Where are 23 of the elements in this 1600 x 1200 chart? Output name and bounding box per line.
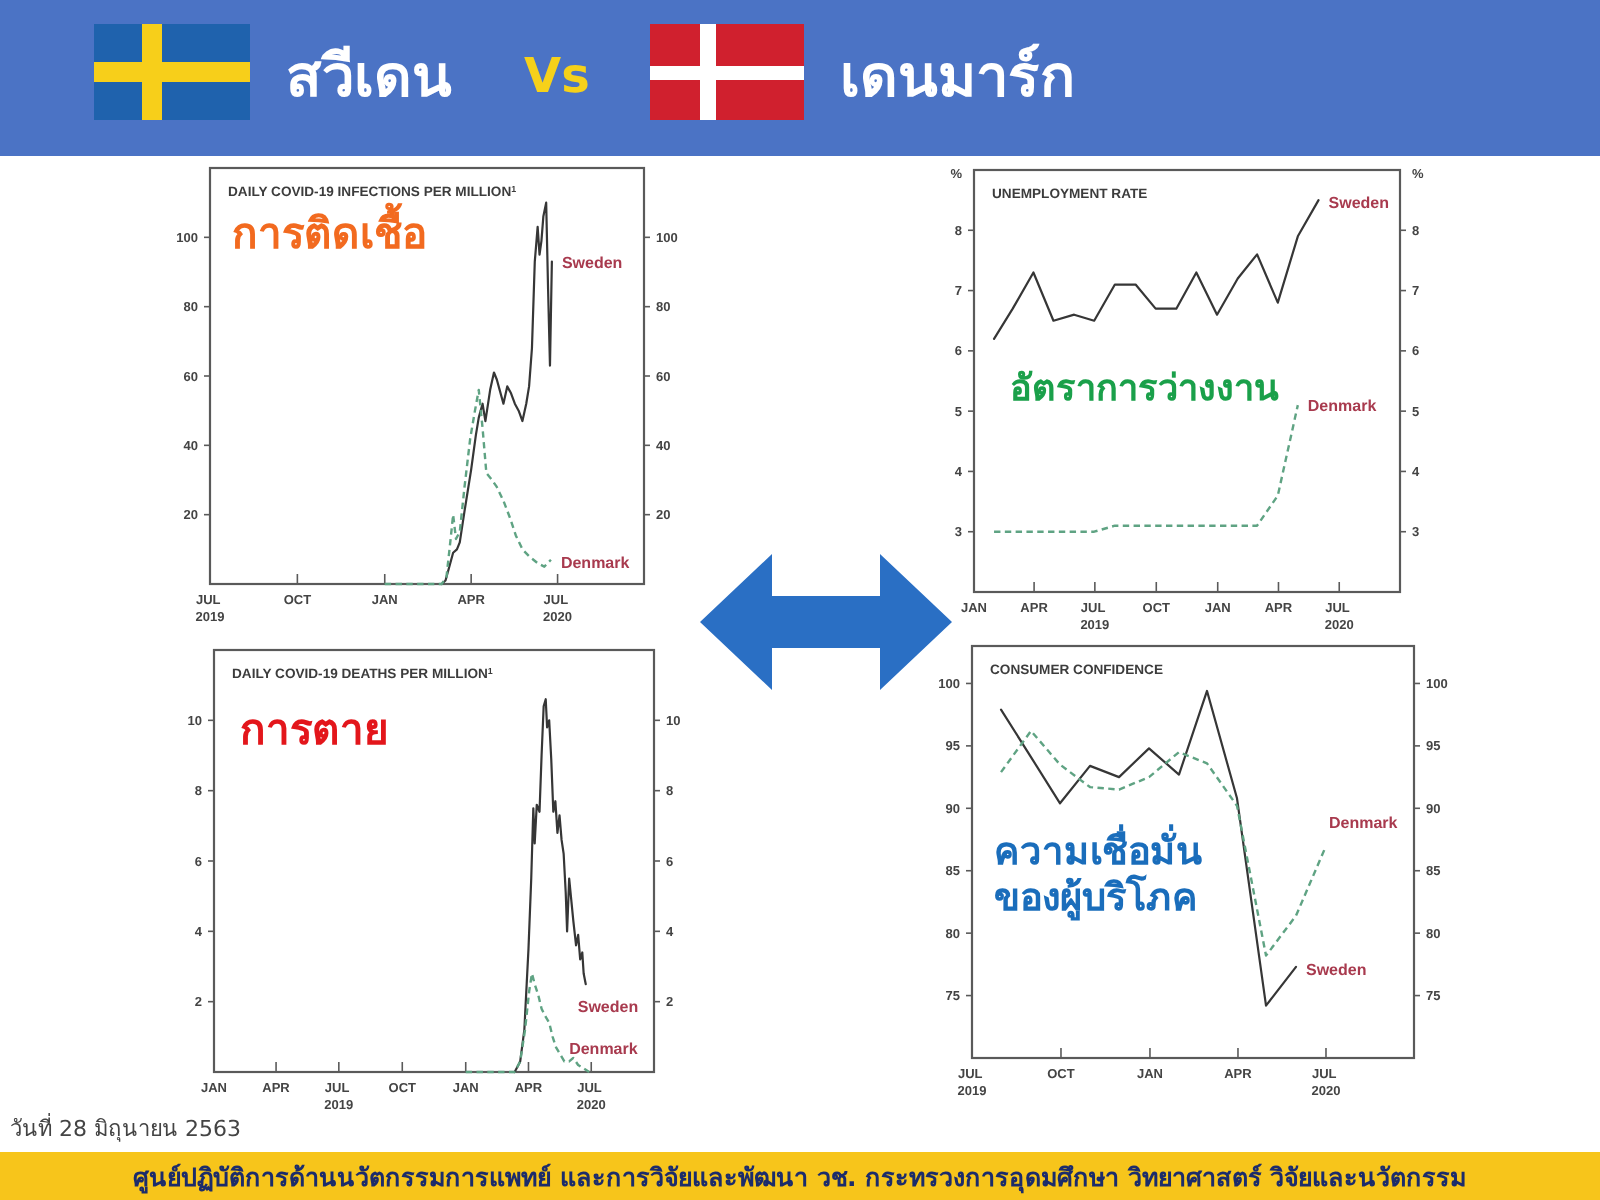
series-label: Sweden: [577, 998, 639, 1017]
text: Vs: [524, 48, 590, 104]
line-series: [440, 201, 553, 586]
line-series: [992, 199, 1320, 340]
text: เดนมาร์ก: [840, 42, 1076, 110]
series-label: Denmark: [1307, 397, 1378, 416]
text: ความเชื่อมั่น ของผู้บริโภค: [994, 824, 1202, 922]
series-label: Sweden: [1328, 194, 1390, 213]
series-label: Denmark: [569, 1040, 639, 1058]
line-series: [999, 729, 1327, 957]
text: การติดเชื้อ: [232, 202, 428, 258]
text: สวีเดน: [286, 42, 452, 110]
series-label: Sweden: [1306, 960, 1367, 979]
series-label: Sweden: [561, 253, 623, 272]
line-series: [999, 689, 1298, 1007]
series-label: Denmark: [1329, 814, 1399, 833]
series-label: Denmark: [560, 553, 631, 572]
text: อัตราการว่างงาน: [1010, 368, 1280, 410]
line-series: [992, 403, 1300, 533]
text: วันที่ 28 มิถุนายน 2563: [10, 1112, 241, 1142]
text: การตาย: [240, 706, 388, 754]
line-series: [383, 388, 553, 586]
text: ศูนย์ปฏิบัติการด้านนวัตกรรมการแพทย์ และการวิจัยและพัฒนา วช. กระทรวงการอุดมศึกษา วิทยาศาสตร์ วิจัยและนวัตกรรม: [133, 1162, 1467, 1194]
